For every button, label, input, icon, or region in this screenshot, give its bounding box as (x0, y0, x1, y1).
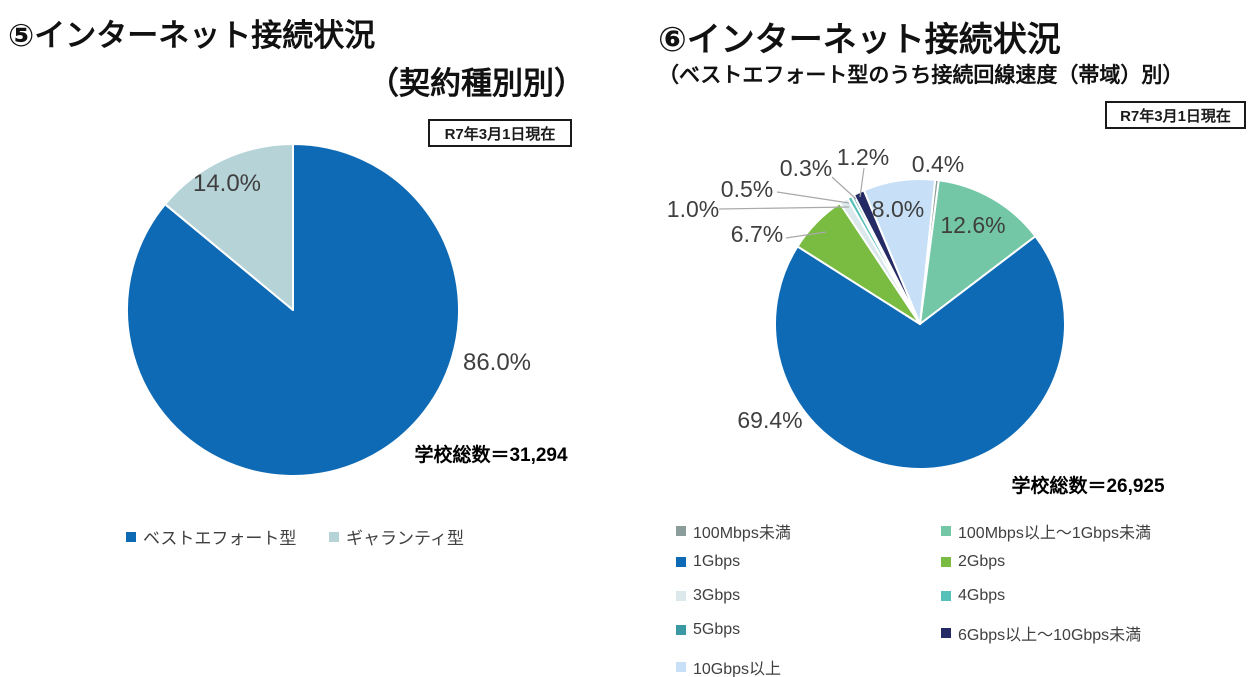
legend-item-1gbps: 1Gbps (676, 553, 740, 571)
chart6-label-under100mbps: 0.4% (911, 151, 965, 177)
chart5-total-schools: 学校総数＝31,294 (414, 445, 568, 466)
legend-label: 5Gbps (693, 621, 741, 638)
chart6-subtitle: （ベストエフォート型のうち接続回線速度（帯域）別） (658, 64, 1184, 87)
chart6-label-4gbps: 0.5% (720, 176, 774, 202)
6to10gbps-swatch-icon (941, 628, 951, 638)
besteffort-swatch-icon (126, 531, 136, 542)
legend-label: 1Gbps (693, 553, 741, 570)
guarantee-swatch-icon (329, 531, 339, 542)
legend-item-10gbpsplus: 10Gbps以上 (676, 655, 781, 677)
chart5-date-note: R7年3月1日現在 (428, 119, 572, 147)
chart6-total-schools: 学校総数＝26,925 (1011, 476, 1165, 497)
legend-label: 4Gbps (958, 587, 1006, 604)
legend-label: 100Mbps未満 (693, 525, 791, 542)
legend-item-4gbps: 4Gbps (941, 587, 1005, 605)
legend-item-2gbps: 2Gbps (941, 553, 1005, 571)
chart6-label-6to10gbps: 1.2% (836, 144, 890, 170)
100mbpsto1gbps-swatch-icon (941, 526, 951, 536)
pie-chart-5 (126, 143, 460, 477)
legend-label: ギャランティ型 (346, 529, 464, 548)
3gbps-swatch-icon (676, 591, 686, 601)
pie-slice-ギャランティ型 (164, 143, 294, 311)
legend-label: 3Gbps (693, 587, 741, 604)
chart6-label-3gbps: 1.0% (666, 196, 720, 222)
legend-item-5gbps: 5Gbps (676, 621, 740, 639)
chart5-slice-label-guarantee: 14.0% (192, 170, 262, 197)
pie-slice-1Gbps (774, 235, 1066, 470)
chart6-label-100mbpsto1gbps: 12.6% (940, 212, 1006, 238)
2gbps-swatch-icon (941, 557, 951, 567)
pie-chart-6 (774, 178, 1066, 470)
chart6-label-5gbps: 0.3% (779, 155, 833, 181)
legend-label: 2Gbps (958, 553, 1006, 570)
legend-item-besteffort: ベストエフォート型 (126, 524, 296, 549)
legend-label: ベストエフォート型 (143, 529, 297, 548)
legend-label: 6Gbps以上～10Gbps未満 (958, 627, 1142, 644)
chart5-title: ⑤インターネット接続状況 (8, 18, 376, 53)
legend-label: 100Mbps以上～1Gbps未満 (958, 525, 1151, 542)
legend-item-under100mbps: 100Mbps未満 (676, 519, 791, 543)
chart6-label-10gbpsplus: 8.0% (871, 196, 925, 222)
4gbps-swatch-icon (941, 591, 951, 601)
legend-item-guarantee: ギャランティ型 (329, 524, 464, 549)
legend-item-100mbpsto1gbps: 100Mbps以上～1Gbps未満 (941, 519, 1151, 543)
legend-label: 10Gbps以上 (693, 661, 782, 677)
legend-item-6to10gbps: 6Gbps以上～10Gbps未満 (941, 621, 1141, 645)
chart6-date-note: R7年3月1日現在 (1105, 101, 1246, 129)
chart6-label-1gbps: 69.4% (737, 407, 803, 433)
10gbpsplus-swatch-icon (676, 662, 686, 672)
chart5-subtitle: （契約種別別） (368, 66, 585, 101)
pie-slice-100Mbps以上～1Gbps未満 (919, 179, 1037, 325)
1gbps-swatch-icon (676, 557, 686, 567)
chart5-slice-label-besteffort: 86.0% (462, 349, 532, 376)
chart6-title: ⑥インターネット接続状況 (658, 21, 1061, 59)
legend-item-3gbps: 3Gbps (676, 587, 740, 605)
under100mbps-swatch-icon (676, 526, 686, 536)
5gbps-swatch-icon (676, 625, 686, 635)
chart6-label-2gbps: 6.7% (730, 221, 784, 247)
